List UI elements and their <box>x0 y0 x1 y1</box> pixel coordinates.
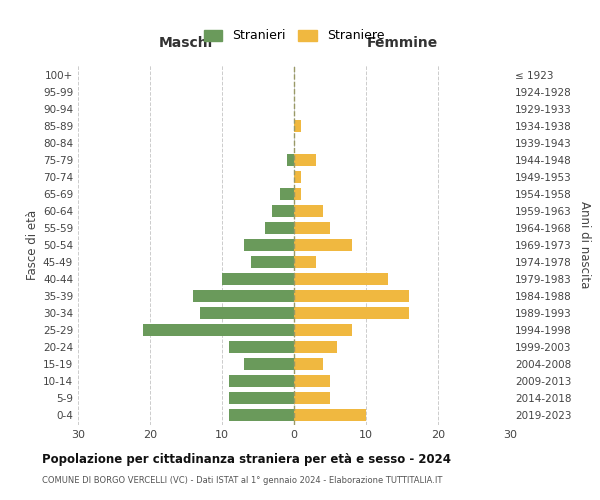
Bar <box>244 358 294 370</box>
Bar <box>294 256 316 268</box>
Bar <box>294 408 366 421</box>
Bar <box>244 239 294 251</box>
Bar <box>294 392 330 404</box>
Bar <box>294 120 301 132</box>
Bar <box>294 171 301 183</box>
Bar <box>294 307 409 319</box>
Bar <box>294 222 330 234</box>
Bar <box>294 341 337 353</box>
Bar <box>229 408 294 421</box>
Bar <box>294 273 388 285</box>
Bar <box>294 324 352 336</box>
Bar <box>294 205 323 217</box>
Bar <box>294 188 301 200</box>
Bar <box>229 392 294 404</box>
Bar <box>272 205 294 217</box>
Text: COMUNE DI BORGO VERCELLI (VC) - Dati ISTAT al 1° gennaio 2024 - Elaborazione TUT: COMUNE DI BORGO VERCELLI (VC) - Dati IST… <box>42 476 442 485</box>
Bar <box>193 290 294 302</box>
Y-axis label: Fasce di età: Fasce di età <box>26 210 39 280</box>
Legend: Stranieri, Straniere: Stranieri, Straniere <box>199 24 389 48</box>
Bar <box>200 307 294 319</box>
Bar <box>251 256 294 268</box>
Bar <box>294 154 316 166</box>
Text: Femmine: Femmine <box>367 36 437 50</box>
Y-axis label: Anni di nascita: Anni di nascita <box>578 202 591 288</box>
Bar <box>229 341 294 353</box>
Bar <box>143 324 294 336</box>
Text: Maschi: Maschi <box>159 36 213 50</box>
Bar <box>294 239 352 251</box>
Bar <box>265 222 294 234</box>
Bar <box>222 273 294 285</box>
Bar <box>229 374 294 387</box>
Bar <box>287 154 294 166</box>
Bar <box>294 374 330 387</box>
Bar <box>294 358 323 370</box>
Text: Popolazione per cittadinanza straniera per età e sesso - 2024: Popolazione per cittadinanza straniera p… <box>42 452 451 466</box>
Bar <box>294 290 409 302</box>
Bar <box>280 188 294 200</box>
